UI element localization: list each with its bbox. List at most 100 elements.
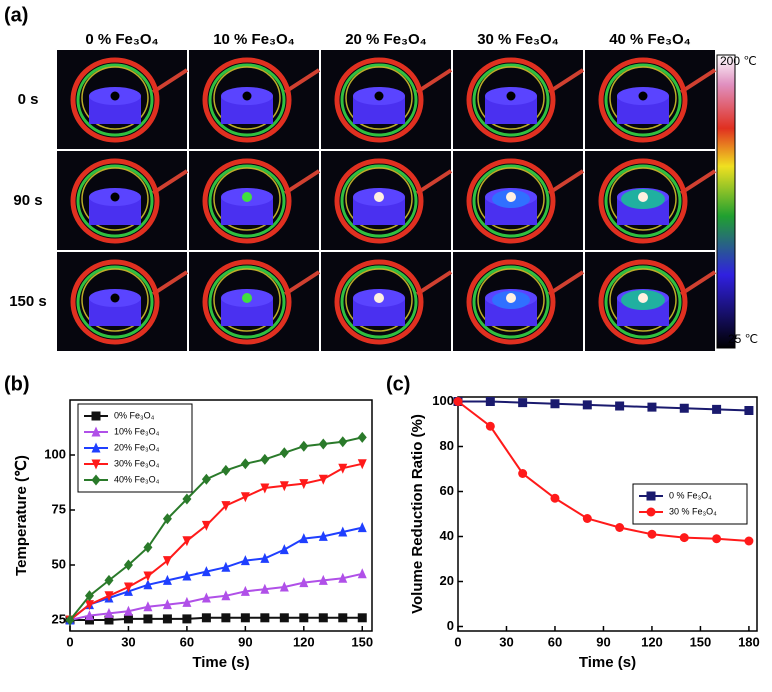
marker (279, 613, 289, 623)
marker (260, 453, 270, 465)
pan-handle (151, 68, 189, 94)
marker (260, 552, 270, 563)
row-header: 90 s (13, 192, 42, 209)
pan-ring (202, 259, 292, 345)
pan-ring (598, 259, 688, 345)
marker (221, 464, 231, 476)
pan-ring (340, 63, 418, 137)
pan-handle (547, 68, 585, 94)
y-tick-label: 100 (432, 393, 454, 408)
legend-marker (646, 507, 656, 517)
pan-ring (81, 66, 149, 130)
pan-ring (70, 158, 160, 244)
legend-label: 10% Fe₃O₄ (114, 426, 160, 436)
legend-marker (646, 491, 656, 501)
y-tick-label: 100 (44, 446, 66, 461)
marker (279, 447, 289, 459)
pan-handle (283, 68, 321, 94)
marker (338, 436, 348, 448)
colorbar (716, 54, 736, 349)
pan-handle (283, 270, 321, 296)
marker (201, 566, 211, 577)
marker (318, 530, 328, 541)
sample-core (638, 293, 648, 303)
marker (299, 440, 309, 452)
marker (453, 397, 463, 406)
marker (357, 431, 367, 443)
sample-core (374, 91, 384, 101)
pan-ring (466, 158, 556, 244)
x-tick-label: 120 (293, 634, 315, 649)
pan-ring (345, 66, 413, 130)
marker (485, 397, 495, 406)
x-tick-label: 30 (499, 634, 513, 649)
pan-ring (334, 259, 424, 345)
sample-core (110, 293, 120, 303)
marker (615, 523, 625, 532)
marker (162, 513, 172, 525)
pan-handle (679, 68, 717, 94)
marker (279, 544, 289, 555)
x-tick-label: 90 (238, 634, 252, 649)
pan-ring (477, 66, 545, 130)
marker (647, 402, 657, 412)
marker (338, 463, 348, 474)
marker (357, 613, 367, 623)
marker (485, 421, 495, 431)
marker (712, 404, 722, 414)
marker (104, 574, 114, 586)
series-line (69, 462, 363, 621)
series-line (69, 572, 363, 621)
marker (182, 493, 192, 505)
pan-ring (76, 63, 154, 137)
marker (201, 473, 211, 485)
pan-ring (208, 63, 286, 137)
plot-frame (69, 399, 373, 632)
pan-ring (466, 57, 556, 143)
pan-ring (202, 57, 292, 143)
x-tick-label: 120 (641, 634, 663, 649)
marker (143, 571, 153, 582)
legend-label: 20% Fe₃O₄ (114, 442, 160, 452)
y-tick-label: 50 (52, 556, 66, 571)
x-axis-label: Time (s) (192, 654, 249, 671)
marker (550, 493, 560, 503)
marker (299, 533, 309, 544)
panel-label: (b) (4, 373, 30, 395)
sample-core (374, 293, 384, 303)
sample-core (506, 293, 516, 303)
marker (518, 469, 528, 478)
marker (201, 592, 211, 603)
legend-label: 40% Fe₃O₄ (114, 474, 160, 484)
legend-marker (91, 474, 101, 486)
panel-label: (c) (386, 373, 410, 395)
marker (221, 613, 231, 623)
marker (240, 613, 250, 623)
series-line (69, 526, 363, 621)
series-line (458, 400, 749, 412)
sample-core (638, 192, 648, 202)
column-header: 10 % Fe₃O₄ (213, 31, 295, 48)
y-axis-label: Volume Reduction Ratio (%) (409, 414, 426, 614)
sample-core (638, 91, 648, 101)
marker (582, 400, 592, 410)
sample-core (374, 192, 384, 202)
sample-core (506, 91, 516, 101)
pan-ring (609, 268, 677, 332)
marker (201, 613, 211, 623)
pan-ring (76, 265, 154, 339)
pan-ring (345, 268, 413, 332)
x-tick-label: 90 (596, 634, 610, 649)
sample-core (242, 192, 252, 202)
pan-ring (598, 57, 688, 143)
marker (182, 536, 192, 547)
pan-ring (598, 158, 688, 244)
pan-ring (202, 158, 292, 244)
marker (744, 536, 754, 546)
marker (582, 514, 592, 523)
colorbar-min: 25 ℃ (728, 332, 758, 346)
marker (123, 614, 133, 624)
x-axis-label: Time (s) (579, 654, 636, 671)
pan-ring (604, 164, 682, 238)
